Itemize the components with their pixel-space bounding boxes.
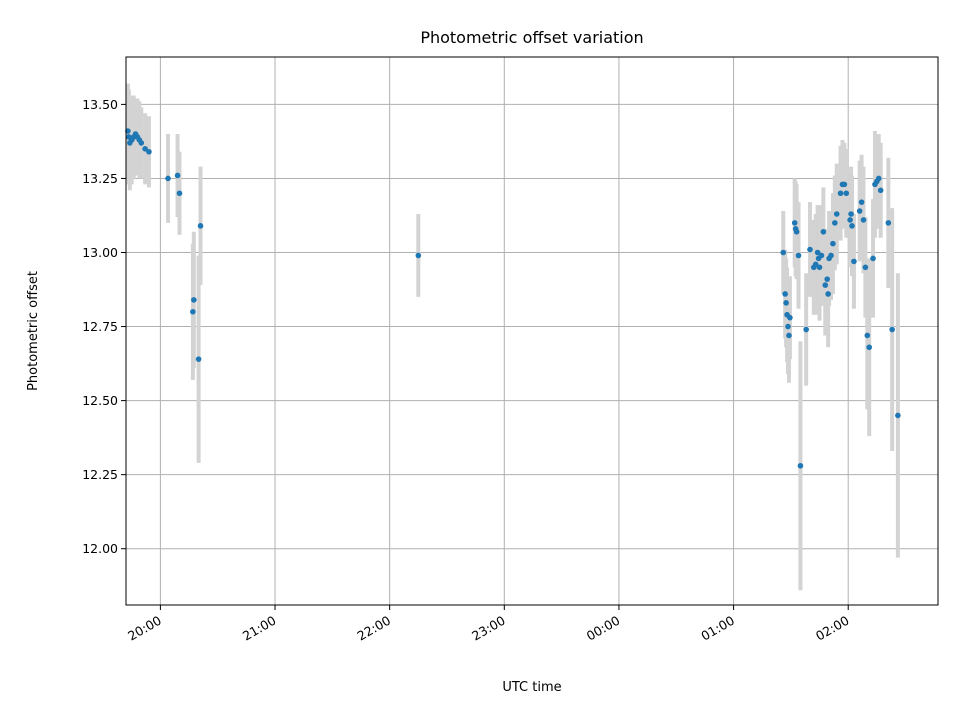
data-point [793, 228, 800, 235]
y-tick-label: 13.50 [82, 97, 118, 112]
data-point [833, 211, 840, 217]
x-tick-label: 21:00 [240, 613, 279, 644]
data-point [812, 261, 819, 268]
data-point [125, 128, 131, 134]
x-axis: 20:00 21:00 22:00 23:00 00:00 01:00 02:00 [125, 605, 852, 644]
y-tick-label: 12.25 [82, 467, 118, 482]
data-point [818, 252, 825, 259]
grid [126, 57, 938, 605]
data-point [895, 412, 901, 419]
data-point [841, 181, 848, 188]
y-tick-label: 12.00 [82, 541, 118, 556]
data-point [856, 208, 863, 214]
data-point [791, 220, 798, 226]
data-point [889, 326, 895, 333]
data-point [858, 199, 865, 205]
x-tick-label: 20:00 [125, 613, 164, 644]
data-point [832, 220, 838, 226]
data-point [786, 332, 792, 339]
data-point [780, 249, 787, 256]
data-point [820, 228, 827, 235]
data-point [807, 246, 813, 253]
data-point [165, 175, 171, 182]
x-tick-label: 23:00 [469, 613, 508, 644]
data-point [822, 282, 829, 288]
data-point [847, 217, 853, 223]
data-point [783, 300, 789, 306]
x-tick-label: 22:00 [354, 613, 393, 644]
data-point [176, 190, 183, 197]
data-point [190, 308, 196, 315]
data-point [864, 332, 871, 339]
data-point [197, 223, 204, 229]
data-points [125, 128, 901, 469]
data-point [837, 190, 844, 197]
y-tick-label: 12.75 [82, 319, 118, 334]
y-axis-label: Photometric offset [26, 271, 41, 391]
data-point [782, 291, 788, 297]
data-point [174, 172, 181, 179]
x-tick-label: 02:00 [813, 613, 852, 644]
data-point [816, 264, 823, 271]
data-point [795, 252, 802, 259]
data-point [828, 252, 834, 259]
data-point [138, 140, 145, 146]
data-point [415, 252, 422, 259]
data-point [803, 326, 809, 333]
data-point [797, 462, 804, 469]
data-point [870, 255, 876, 262]
y-tick-label: 13.25 [82, 171, 118, 186]
error-bars [125, 83, 900, 591]
data-point [885, 220, 892, 226]
y-axis: 12.00 12.25 12.50 12.75 13.00 13.25 13.50 [82, 97, 126, 556]
x-axis-label: UTC time [502, 680, 561, 695]
data-point [848, 211, 854, 217]
x-tick-label: 01:00 [698, 613, 737, 644]
data-point [787, 314, 793, 321]
y-tick-label: 12.50 [82, 393, 118, 408]
data-point [830, 240, 836, 247]
chart-title: Photometric offset variation [420, 28, 643, 47]
y-tick-label: 13.00 [82, 245, 118, 260]
data-point [142, 146, 148, 152]
data-point [146, 148, 152, 155]
data-point [191, 297, 197, 303]
data-point [851, 258, 857, 265]
plot-frame [125, 56, 939, 606]
data-point [849, 223, 855, 229]
x-tick-label: 00:00 [584, 613, 623, 644]
data-point [814, 249, 821, 256]
data-point [195, 356, 202, 362]
data-point [824, 276, 830, 282]
data-point [785, 323, 791, 330]
data-point [875, 175, 882, 182]
data-point [862, 264, 869, 271]
data-point [877, 187, 884, 194]
data-point [860, 217, 867, 223]
data-point [866, 344, 873, 351]
data-point [825, 291, 831, 297]
data-point [843, 190, 850, 197]
